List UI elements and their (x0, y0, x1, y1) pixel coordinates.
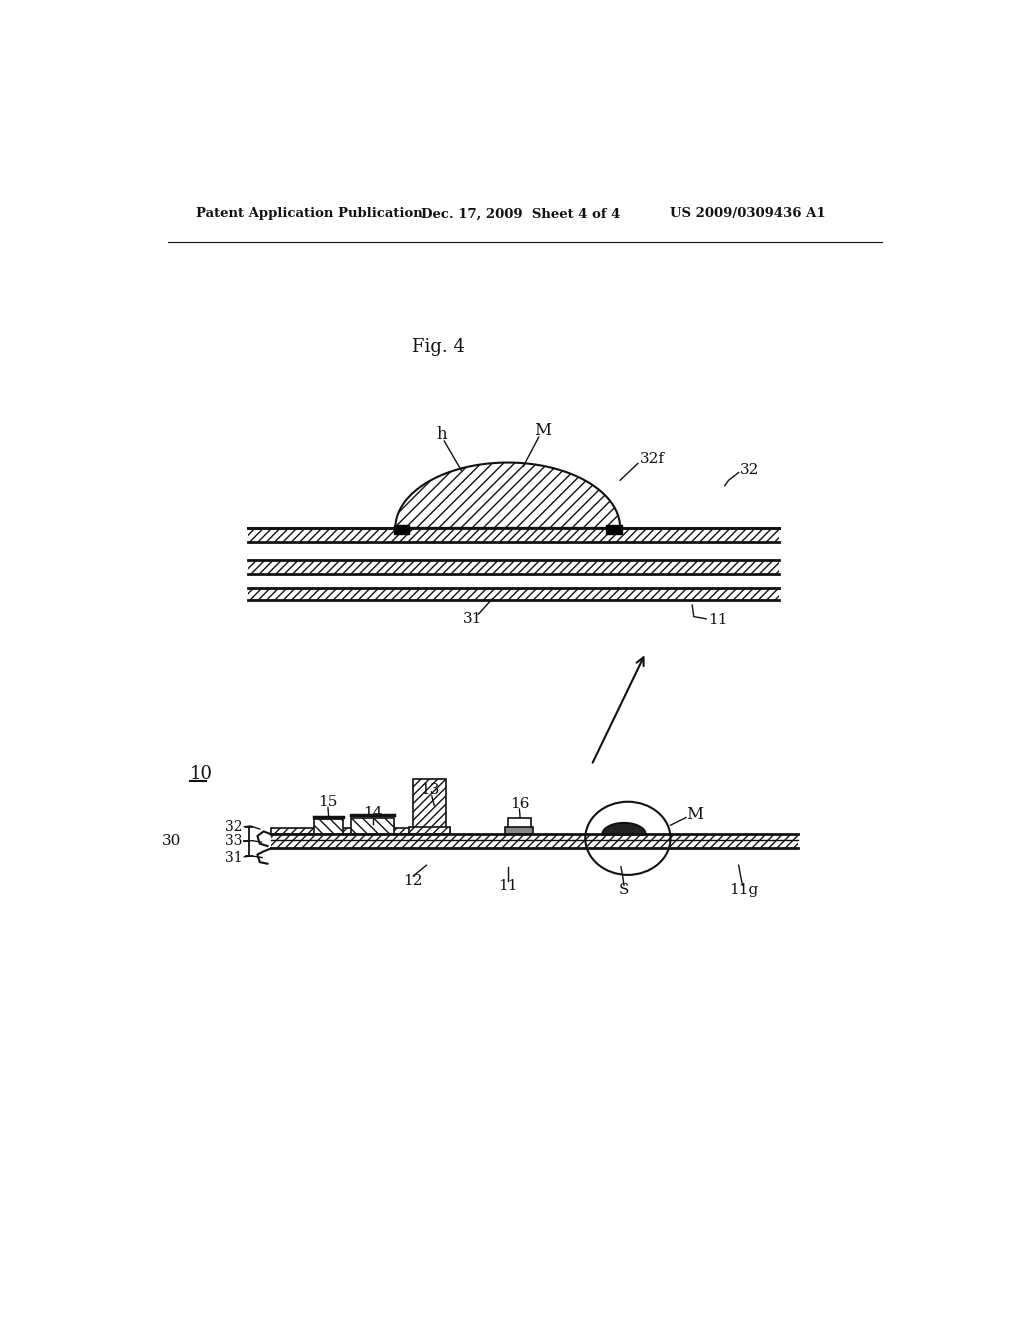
Bar (248, 560, 779, 574)
Bar (394, 525, 410, 535)
Bar (248, 543, 779, 561)
Text: 12: 12 (403, 874, 423, 887)
Text: 13: 13 (421, 783, 440, 797)
Text: M: M (686, 807, 703, 822)
Bar (271, 834, 799, 849)
Bar (414, 779, 445, 834)
Bar (271, 829, 450, 834)
Text: Fig. 4: Fig. 4 (412, 338, 465, 356)
Bar (606, 525, 622, 535)
Text: h: h (436, 425, 447, 442)
Text: 30: 30 (162, 834, 181, 849)
Bar (506, 826, 534, 834)
Text: M: M (535, 421, 551, 438)
Text: 31: 31 (225, 850, 243, 865)
Bar (410, 826, 450, 834)
Text: 16: 16 (510, 797, 529, 810)
Text: 15: 15 (318, 795, 338, 809)
Polygon shape (395, 462, 621, 528)
Text: Patent Application Publication: Patent Application Publication (197, 207, 423, 220)
Text: S: S (618, 883, 629, 896)
Text: 14: 14 (364, 807, 383, 820)
Text: 10: 10 (190, 766, 213, 783)
Text: 32: 32 (225, 820, 243, 834)
Text: Dec. 17, 2009  Sheet 4 of 4: Dec. 17, 2009 Sheet 4 of 4 (421, 207, 621, 220)
Text: 32: 32 (740, 463, 760, 478)
Text: 33: 33 (225, 834, 243, 849)
Text: 32f: 32f (640, 451, 665, 466)
Text: 11g: 11g (729, 883, 759, 896)
Text: 11: 11 (708, 614, 727, 627)
Bar (314, 818, 343, 834)
Text: US 2009/0309436 A1: US 2009/0309436 A1 (671, 207, 826, 220)
Bar (248, 589, 779, 601)
Bar (351, 817, 394, 834)
Text: 31: 31 (463, 612, 482, 626)
Bar (508, 817, 531, 834)
Text: 11: 11 (498, 879, 517, 894)
Polygon shape (602, 822, 646, 834)
Bar (248, 528, 779, 541)
